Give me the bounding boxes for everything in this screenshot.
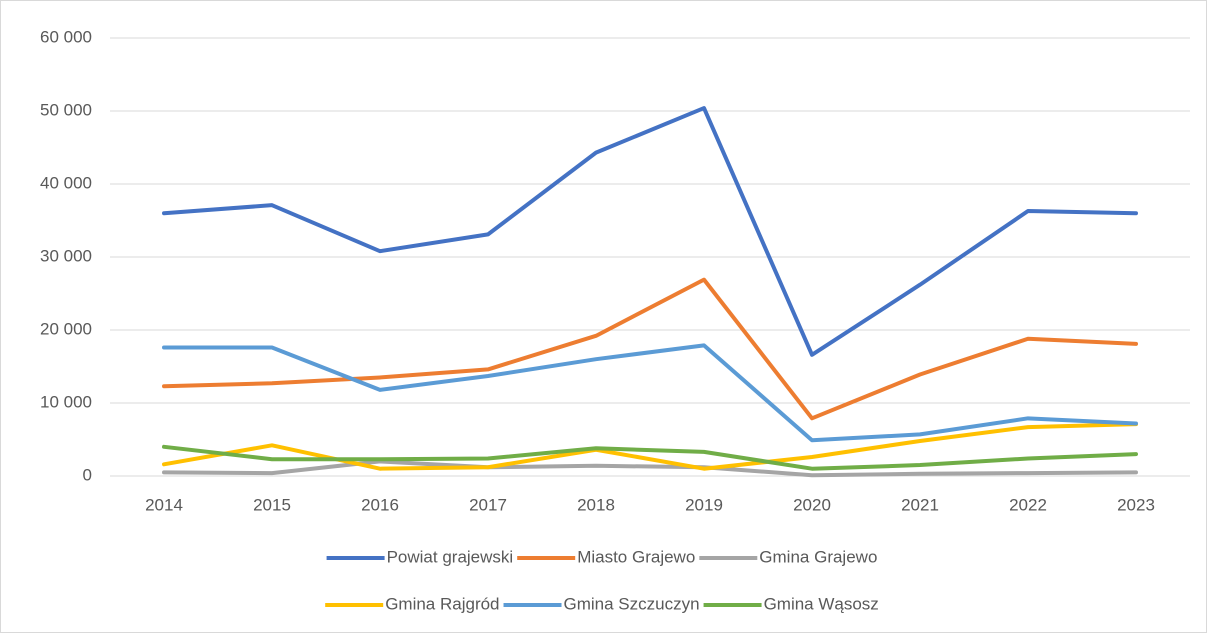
y-tick-label: 60 000 [40,27,92,46]
series-line [162,277,1138,421]
x-tick-label: 2018 [577,495,615,514]
x-tick-label: 2017 [469,495,507,514]
x-tick-label: 2014 [145,495,183,514]
series-line [162,459,1138,478]
legend-label: Powiat grajewski [387,547,514,566]
y-tick-label: 20 000 [40,319,92,338]
series-line [162,343,1138,443]
series-line [162,106,1138,357]
legend-label: Gmina Grajewo [759,547,877,566]
y-tick-label: 40 000 [40,173,92,192]
x-tick-label: 2015 [253,495,291,514]
y-tick-label: 10 000 [40,392,92,411]
series-line [162,422,1138,471]
x-tick-label: 2022 [1009,495,1047,514]
x-tick-label: 2020 [793,495,831,514]
legend-label: Gmina Rajgród [385,594,499,613]
x-tick-label: 2021 [901,495,939,514]
y-tick-label: 30 000 [40,246,92,265]
y-tick-label: 50 000 [40,100,92,119]
legend-label: Gmina Szczuczyn [564,594,700,613]
x-tick-label: 2016 [361,495,399,514]
legend-label: Gmina Wąsosz [764,594,879,613]
x-tick-label: 2019 [685,495,723,514]
legend-label: Miasto Grajewo [577,547,695,566]
series-line [162,444,1138,471]
y-tick-label: 0 [83,465,92,484]
x-tick-label: 2023 [1117,495,1155,514]
